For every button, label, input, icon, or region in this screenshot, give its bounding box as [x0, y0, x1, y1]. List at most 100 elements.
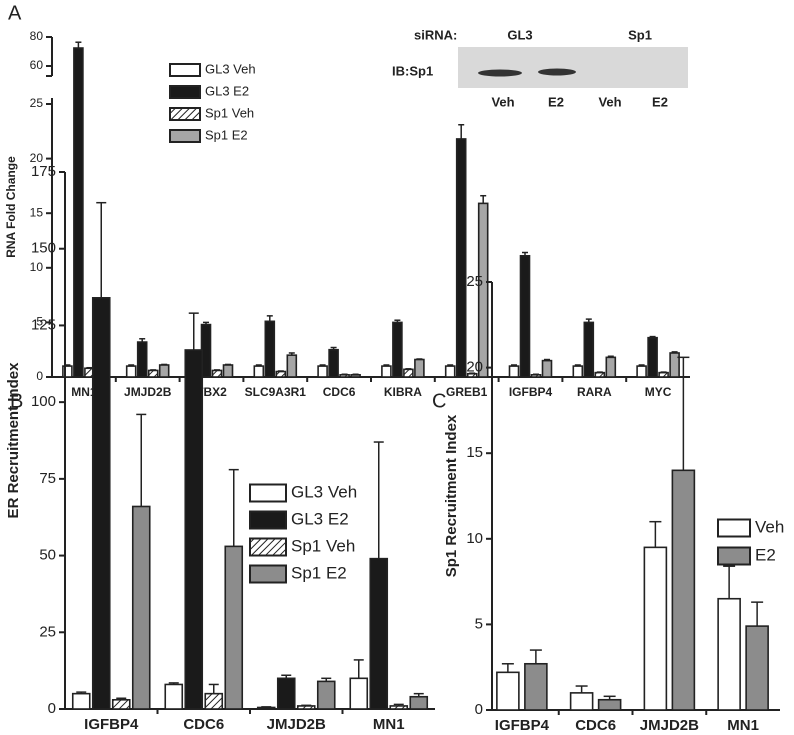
- error-bar: [266, 315, 273, 322]
- x-tick-label: IGFBP4: [495, 717, 550, 734]
- error-bar: [188, 312, 199, 350]
- bar: [211, 369, 223, 378]
- bar: [164, 683, 184, 710]
- bar: [296, 705, 316, 710]
- x-tick-label: CDC6: [323, 385, 356, 399]
- y-tick-label: 50: [39, 547, 56, 564]
- blot-band: [538, 68, 576, 76]
- y-tick-label: 75: [39, 470, 56, 487]
- error-bar: [139, 338, 146, 343]
- error-bar: [330, 346, 337, 350]
- bar: [414, 358, 425, 378]
- bar: [671, 469, 696, 711]
- y-axis-label: RNA Fold Change: [4, 156, 18, 258]
- legend-swatch: [249, 483, 287, 503]
- error-bar: [228, 468, 239, 547]
- bar: [658, 371, 669, 378]
- legend-swatch: [717, 546, 751, 566]
- legend-swatch: [169, 107, 201, 121]
- x-tick-label: JMJD2B: [640, 717, 699, 734]
- error-bar: [574, 364, 581, 367]
- bar: [381, 365, 392, 378]
- error-bar: [603, 695, 616, 700]
- error-bar: [596, 371, 603, 373]
- bar: [455, 138, 467, 378]
- error-bar: [288, 352, 295, 356]
- legend-label: Sp1 E2: [291, 563, 347, 582]
- x-tick-label: MN1: [373, 716, 405, 733]
- bar: [389, 705, 409, 710]
- error-bar: [277, 370, 284, 372]
- y-tick-label: 0: [475, 701, 483, 718]
- bar: [745, 625, 769, 711]
- legend-label: Sp1 Veh: [291, 536, 355, 555]
- x-tick-label: MN1: [71, 385, 97, 399]
- error-bar: [255, 364, 262, 367]
- error-bar: [447, 364, 454, 367]
- error-bar: [393, 703, 404, 706]
- x-tick-label: IGFBP4: [84, 716, 139, 733]
- y-axis-label: ER Recruitment Index: [5, 362, 22, 519]
- x-tick-label: KIBRA: [384, 385, 422, 399]
- error-bar: [301, 704, 312, 707]
- bar: [569, 692, 594, 711]
- legend-label: GL3 E2: [205, 83, 249, 98]
- error-bar: [677, 356, 690, 471]
- y-tick-label: 20: [466, 359, 483, 376]
- y-tick-label: 15: [466, 444, 483, 461]
- y-tick-label: 5: [475, 615, 483, 632]
- inset-lane: Veh: [598, 94, 621, 109]
- y-tick-label: 5: [36, 315, 43, 329]
- bar: [530, 374, 542, 378]
- y-tick-label: 0: [36, 369, 43, 383]
- error-bar: [261, 706, 272, 708]
- bar: [253, 365, 265, 378]
- bar: [403, 368, 414, 378]
- legend-label: GL3 Veh: [291, 482, 357, 501]
- legend-label: GL3 Veh: [205, 61, 256, 76]
- error-bar: [353, 659, 364, 679]
- error-bar: [383, 364, 390, 367]
- error-bar: [86, 366, 93, 369]
- bar: [647, 336, 658, 378]
- error-bar: [341, 373, 348, 376]
- legend-swatch: [249, 564, 287, 584]
- error-bar: [522, 251, 528, 256]
- legend-swatch: [717, 518, 751, 538]
- x-tick-label: CDC6: [183, 716, 224, 733]
- error-bar: [544, 358, 550, 361]
- bar: [286, 354, 298, 378]
- bar: [275, 370, 287, 378]
- bar: [71, 692, 91, 710]
- bar: [184, 349, 204, 710]
- bar: [256, 706, 276, 710]
- x-tick-label: IGFBP4: [509, 385, 553, 399]
- bar: [349, 677, 369, 710]
- legend-label: Sp1 E2: [205, 127, 248, 142]
- inset-group: GL3: [507, 27, 532, 42]
- bar: [524, 662, 548, 711]
- y-tick-label: 125: [31, 316, 56, 333]
- bar: [496, 671, 520, 711]
- x-tick-label: GREB1: [446, 385, 488, 399]
- y-tick-label: 25: [39, 623, 56, 640]
- error-bar: [649, 335, 656, 338]
- error-bar: [751, 601, 764, 627]
- y-tick-label: 25: [30, 96, 44, 110]
- error-bar: [76, 691, 87, 694]
- legend-label: Sp1 Veh: [205, 105, 254, 120]
- bar: [572, 365, 584, 378]
- x-tick-label: JMJD2B: [267, 716, 326, 733]
- bar: [444, 365, 456, 378]
- y-tick-label: 60: [30, 58, 44, 72]
- y-tick-label: 100: [31, 393, 56, 410]
- legend-swatch: [169, 85, 201, 99]
- legend-swatch: [249, 537, 287, 557]
- bar: [131, 505, 151, 710]
- bar: [541, 359, 553, 378]
- bar: [350, 374, 361, 378]
- error-bar: [671, 351, 678, 353]
- error-bar: [394, 319, 401, 323]
- bar: [605, 356, 617, 378]
